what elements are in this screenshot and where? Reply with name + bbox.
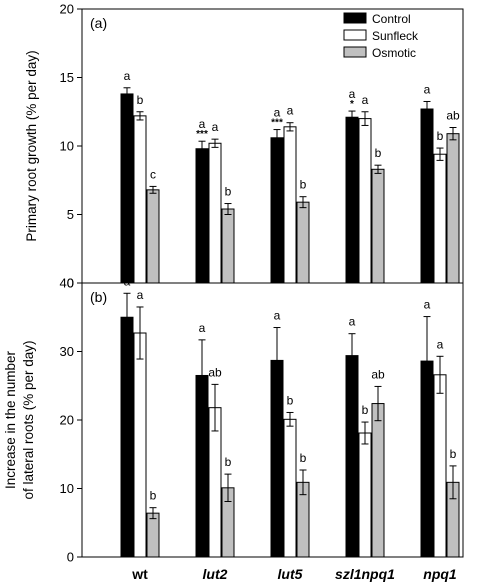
y-tick-label-b: 0 xyxy=(67,550,74,565)
panel-label-a: (a) xyxy=(90,15,107,31)
significance-letter-b: a xyxy=(199,321,206,335)
significance-letter-b: a xyxy=(349,315,356,329)
bar-a-sunfleck-szl1npq1 xyxy=(358,118,372,284)
significance-stars-a: *** xyxy=(271,118,283,129)
significance-letter-b: ab xyxy=(208,365,222,379)
significance-stars-a: *** xyxy=(196,129,208,140)
significance-letter-a: b xyxy=(437,129,444,143)
panel-label-b: (b) xyxy=(90,289,107,305)
legend-swatch-control xyxy=(343,12,367,24)
legend-label-osmotic: Osmotic xyxy=(372,46,416,60)
bar-a-osmotic-lut5 xyxy=(296,201,310,284)
significance-letter-b: b xyxy=(225,455,232,469)
category-label-npq1: npq1 xyxy=(423,566,457,582)
category-axis-labels: wt lut2 lut5 szl1npq1 npq1 xyxy=(131,566,457,582)
significance-letter-a: a xyxy=(124,69,131,83)
significance-letter-a: a xyxy=(362,93,369,107)
y-axis-title-a: Primary root growth (% per day) xyxy=(24,50,39,241)
bar-a-control-wt xyxy=(120,93,134,284)
y-tick-label-a: 5 xyxy=(67,207,74,222)
significance-letter-b: a xyxy=(124,274,131,288)
bar-a-osmotic-szl1npq1 xyxy=(371,168,385,284)
y-tick-label-b: 40 xyxy=(60,276,74,291)
significance-letter-a: c xyxy=(150,167,156,181)
y-tick-label-a: 0 xyxy=(67,276,74,291)
significance-letter-b: b xyxy=(287,393,294,407)
significance-stars-a: * xyxy=(350,99,354,110)
legend-swatch-sunfleck xyxy=(343,29,367,41)
significance-letter-a: b xyxy=(225,185,232,199)
significance-letter-b: b xyxy=(362,403,369,417)
category-label-lut5: lut5 xyxy=(278,566,303,582)
y-tick-label-b: 30 xyxy=(60,344,74,359)
category-label-lut2: lut2 xyxy=(203,566,228,582)
bar-b-sunfleck-wt xyxy=(133,332,147,558)
significance-letter-a: b xyxy=(137,93,144,107)
significance-letter-a: a xyxy=(349,87,356,101)
bar-b-sunfleck-szl1npq1 xyxy=(358,432,372,558)
panel-b-lateral-roots: 0 10 20 30 40 (b) Increase in the number of lat… xyxy=(3,274,464,565)
bar-a-sunfleck-npq1 xyxy=(433,153,447,284)
bar-a-osmotic-npq1 xyxy=(446,133,460,284)
significance-letter-a: a xyxy=(424,82,431,96)
category-label-wt: wt xyxy=(131,566,148,582)
legend-label-sunfleck: Sunfleck xyxy=(372,29,419,43)
bar-a-control-lut5 xyxy=(270,137,284,284)
y-tick-label-a: 10 xyxy=(60,139,74,154)
significance-letter-b: a xyxy=(437,337,444,351)
panel-a-primary-root-growth: 0 5 10 15 20 (a) Primary root growth (% per da… xyxy=(24,2,464,291)
bar-a-control-npq1 xyxy=(420,108,434,284)
y-tick-label-a: 20 xyxy=(60,2,74,17)
legend-swatch-osmotic xyxy=(343,46,367,58)
bar-b-osmotic-szl1npq1 xyxy=(371,403,385,558)
bar-a-control-szl1npq1 xyxy=(345,116,359,284)
y-tick-label-b: 20 xyxy=(60,413,74,428)
significance-letter-b: b xyxy=(450,447,457,461)
bar-a-control-lut2 xyxy=(195,148,209,284)
bar-a-sunfleck-lut5 xyxy=(283,126,297,284)
bar-b-sunfleck-npq1 xyxy=(433,374,447,558)
bar-b-control-wt xyxy=(120,316,134,558)
bar-a-osmotic-lut2 xyxy=(221,208,235,284)
significance-letter-a: a xyxy=(274,106,281,120)
y-axis-title-b-line2: of lateral roots (% per day) xyxy=(21,340,36,499)
significance-letter-a: a xyxy=(212,120,219,134)
significance-letter-b: a xyxy=(424,298,431,312)
legend: Control Sunfleck Osmotic xyxy=(343,12,419,60)
bar-a-sunfleck-wt xyxy=(133,115,147,284)
significance-letter-b: a xyxy=(274,309,281,323)
significance-letter-b: a xyxy=(137,288,144,302)
bar-a-sunfleck-lut2 xyxy=(208,142,222,284)
significance-letter-a: a xyxy=(287,104,294,118)
significance-letter-a: ab xyxy=(446,109,460,123)
significance-letter-b: b xyxy=(150,489,157,503)
y-tick-label-b: 10 xyxy=(60,481,74,496)
bar-b-osmotic-wt xyxy=(146,512,160,558)
significance-letter-a: b xyxy=(300,178,307,192)
y-tick-label-a: 15 xyxy=(60,70,74,85)
significance-letter-a: b xyxy=(375,146,382,160)
significance-letter-a: a xyxy=(199,117,206,131)
bar-b-control-szl1npq1 xyxy=(345,355,359,558)
significance-letter-b: ab xyxy=(371,367,385,381)
bar-a-osmotic-wt xyxy=(146,189,160,284)
bar-b-sunfleck-lut5 xyxy=(283,418,297,558)
significance-letter-b: b xyxy=(300,451,307,465)
y-axis-title-b-line1: Increase in the number xyxy=(3,350,18,489)
legend-label-control: Control xyxy=(372,12,411,26)
category-label-szl1npq1: szl1npq1 xyxy=(335,566,395,582)
